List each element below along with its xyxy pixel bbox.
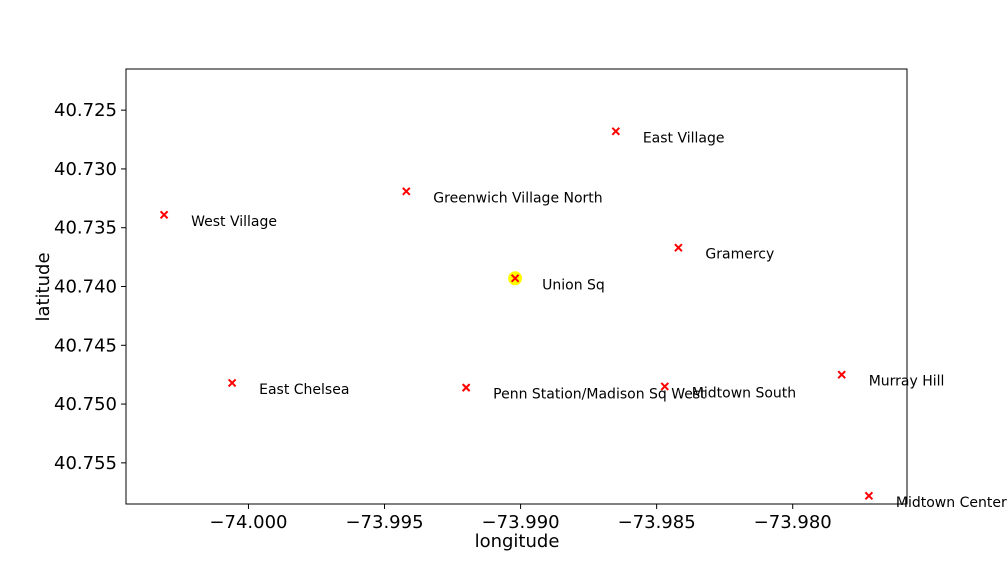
data-point <box>660 382 670 391</box>
x-marker-stroke <box>159 210 169 219</box>
x-marker-stroke <box>611 127 621 136</box>
point-label: Greenwich Village North <box>433 190 602 206</box>
y-tick-label: 40.740 <box>54 277 117 298</box>
point-label: Gramercy <box>705 247 774 263</box>
x-axis-label: longitude <box>475 531 560 552</box>
point-label: Midtown South <box>692 385 796 401</box>
point-label: Penn Station/Madison Sq West <box>493 387 706 403</box>
x-marker-stroke <box>227 378 237 388</box>
data-point <box>864 491 874 500</box>
data-point <box>461 383 471 392</box>
data-point <box>611 127 621 136</box>
data-point <box>402 187 411 196</box>
plot-area: −74.000 −73.995 −73.990 −73.985 −73.980 40.72… <box>54 68 1007 533</box>
x-marker-stroke <box>510 274 520 283</box>
x-marker-stroke <box>837 370 846 379</box>
point-label: East Village <box>643 130 725 146</box>
x-tick-label: −73.990 <box>482 512 560 533</box>
x-marker-stroke <box>402 187 411 196</box>
y-tick-label: 40.725 <box>54 100 117 121</box>
y-axis-label: latitude <box>33 252 54 321</box>
point-label: Union Sq <box>542 277 605 293</box>
x-marker-stroke <box>660 382 670 391</box>
x-marker-stroke <box>864 491 874 500</box>
y-tick-label: 40.730 <box>54 159 117 180</box>
y-tick-label: 40.750 <box>54 394 117 415</box>
x-tick-label: −73.985 <box>618 512 696 533</box>
y-tick-label: 40.745 <box>54 335 117 356</box>
x-tick-label: −73.980 <box>754 512 832 533</box>
x-marker-stroke <box>674 243 683 252</box>
data-point <box>159 210 169 219</box>
point-label: West Village <box>191 214 277 230</box>
data-point <box>837 370 846 379</box>
x-tick-label: −74.000 <box>209 512 287 533</box>
x-tick-label: −73.995 <box>345 512 423 533</box>
point-label: Midtown Center <box>896 495 1007 511</box>
y-tick-label: 40.735 <box>54 218 117 239</box>
y-tick-label: 40.755 <box>54 453 117 474</box>
point-label: Murray Hill <box>869 374 945 390</box>
data-point <box>674 243 683 252</box>
point-label: East Chelsea <box>259 382 349 398</box>
data-point <box>510 274 520 283</box>
data-point <box>227 378 237 388</box>
x-marker-stroke <box>461 383 471 392</box>
